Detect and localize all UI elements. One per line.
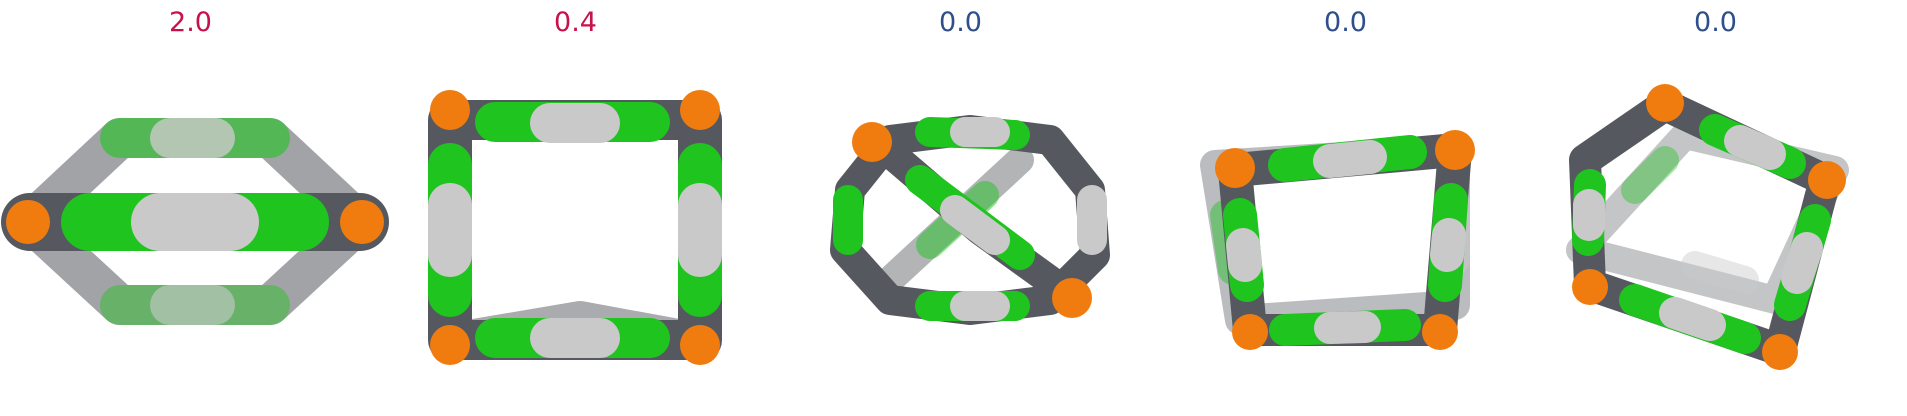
panel-2: 0.4 (385, 0, 766, 416)
molecule-render-5 (1566, 84, 1849, 370)
panel-1-value: 2.0 (169, 7, 212, 38)
panel-4-value: 0.0 (1324, 7, 1367, 38)
molecule-render-4 (1200, 130, 1475, 350)
panel-4: 0.0 (1155, 0, 1536, 416)
molecule-render-3 (830, 115, 1110, 325)
panel-1: 2.0 (0, 0, 389, 416)
panel-5: 0.0 (1525, 0, 1906, 416)
panel-2-value: 0.4 (554, 7, 597, 38)
panel-3: 0.0 (770, 0, 1151, 416)
panel-5-value: 0.0 (1694, 7, 1737, 38)
molecule-render-2 (428, 90, 722, 365)
molecule-render-1 (1, 118, 389, 325)
panel-3-value: 0.0 (939, 7, 982, 38)
